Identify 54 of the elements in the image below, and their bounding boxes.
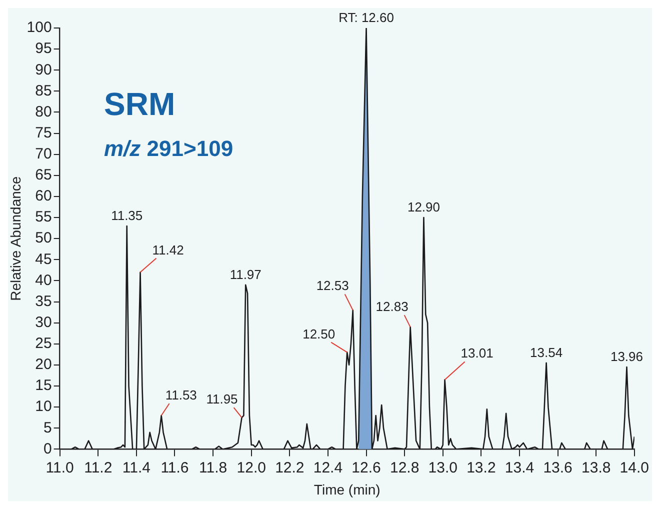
annotation: 11.35: [111, 208, 143, 223]
y-tick-label: 65: [35, 166, 52, 184]
y-tick-label: 85: [35, 82, 52, 100]
annotation: 13.01: [460, 346, 494, 361]
y-tick-label: 35: [35, 292, 52, 310]
annotation: RT: 12.60: [338, 10, 394, 25]
annotation: 12.50: [302, 326, 336, 342]
x-axis-title: Time (min): [314, 481, 380, 498]
annotation: 11.42: [152, 242, 184, 258]
y-tick-label: 90: [35, 61, 52, 78]
x-tick-label: 13.2: [466, 459, 496, 476]
x-tick-label: 12.8: [390, 459, 420, 476]
annotation: 11.95: [206, 392, 238, 407]
y-tick-label: 75: [35, 124, 52, 142]
y-tick-label: 70: [35, 146, 52, 162]
y-tick-label: 60: [35, 188, 52, 205]
x-tick-label: 12.6: [352, 459, 381, 476]
x-tick-label: 14.0: [620, 459, 650, 476]
y-tick-label: 45: [35, 250, 52, 268]
x-tick-label: 11.4: [122, 459, 150, 476]
annotation: 12.53: [316, 278, 349, 294]
y-tick-label: 10: [35, 398, 52, 416]
y-tick-label: 55: [35, 208, 52, 226]
y-tick-label: 30: [35, 314, 52, 331]
y-tick-label: 100: [26, 19, 52, 36]
annotation: 12.90: [407, 200, 440, 215]
x-tick-label: 12.4: [313, 459, 343, 476]
y-tick-label: 0: [43, 440, 52, 458]
y-axis-title: Relative Abundance: [7, 176, 24, 301]
y-tick-label: 80: [35, 103, 52, 120]
annotation: 12.83: [376, 299, 408, 314]
x-tick-label: 12.2: [275, 459, 304, 476]
text: SRM: [104, 86, 176, 123]
y-tick-label: 20: [35, 356, 52, 374]
x-tick-label: 11.2: [84, 459, 112, 476]
x-tick-label: 13.0: [428, 459, 458, 476]
x-tick-label: 11.6: [160, 459, 189, 476]
x-tick-label: 12.0: [236, 459, 266, 476]
text: m/z 291>109: [104, 136, 234, 161]
x-tick-label: 13.6: [543, 459, 572, 476]
y-tick-label: 50: [35, 230, 52, 247]
annotation: 13.96: [610, 349, 644, 364]
y-tick-label: 40: [35, 272, 52, 289]
y-tick-label: 15: [35, 377, 52, 394]
x-tick-label: 13.4: [504, 459, 534, 476]
annotation: 11.97: [230, 266, 262, 282]
x-tick-label: 13.8: [581, 459, 611, 476]
y-tick-label: 95: [35, 40, 52, 58]
x-tick-label: 11.8: [199, 459, 228, 476]
x-tick-label: 11.0: [46, 459, 74, 476]
y-tick-label: 25: [35, 335, 52, 352]
annotation: 11.53: [165, 388, 197, 403]
annotation: 13.54: [530, 344, 563, 360]
y-tick-label: 5: [43, 419, 52, 436]
